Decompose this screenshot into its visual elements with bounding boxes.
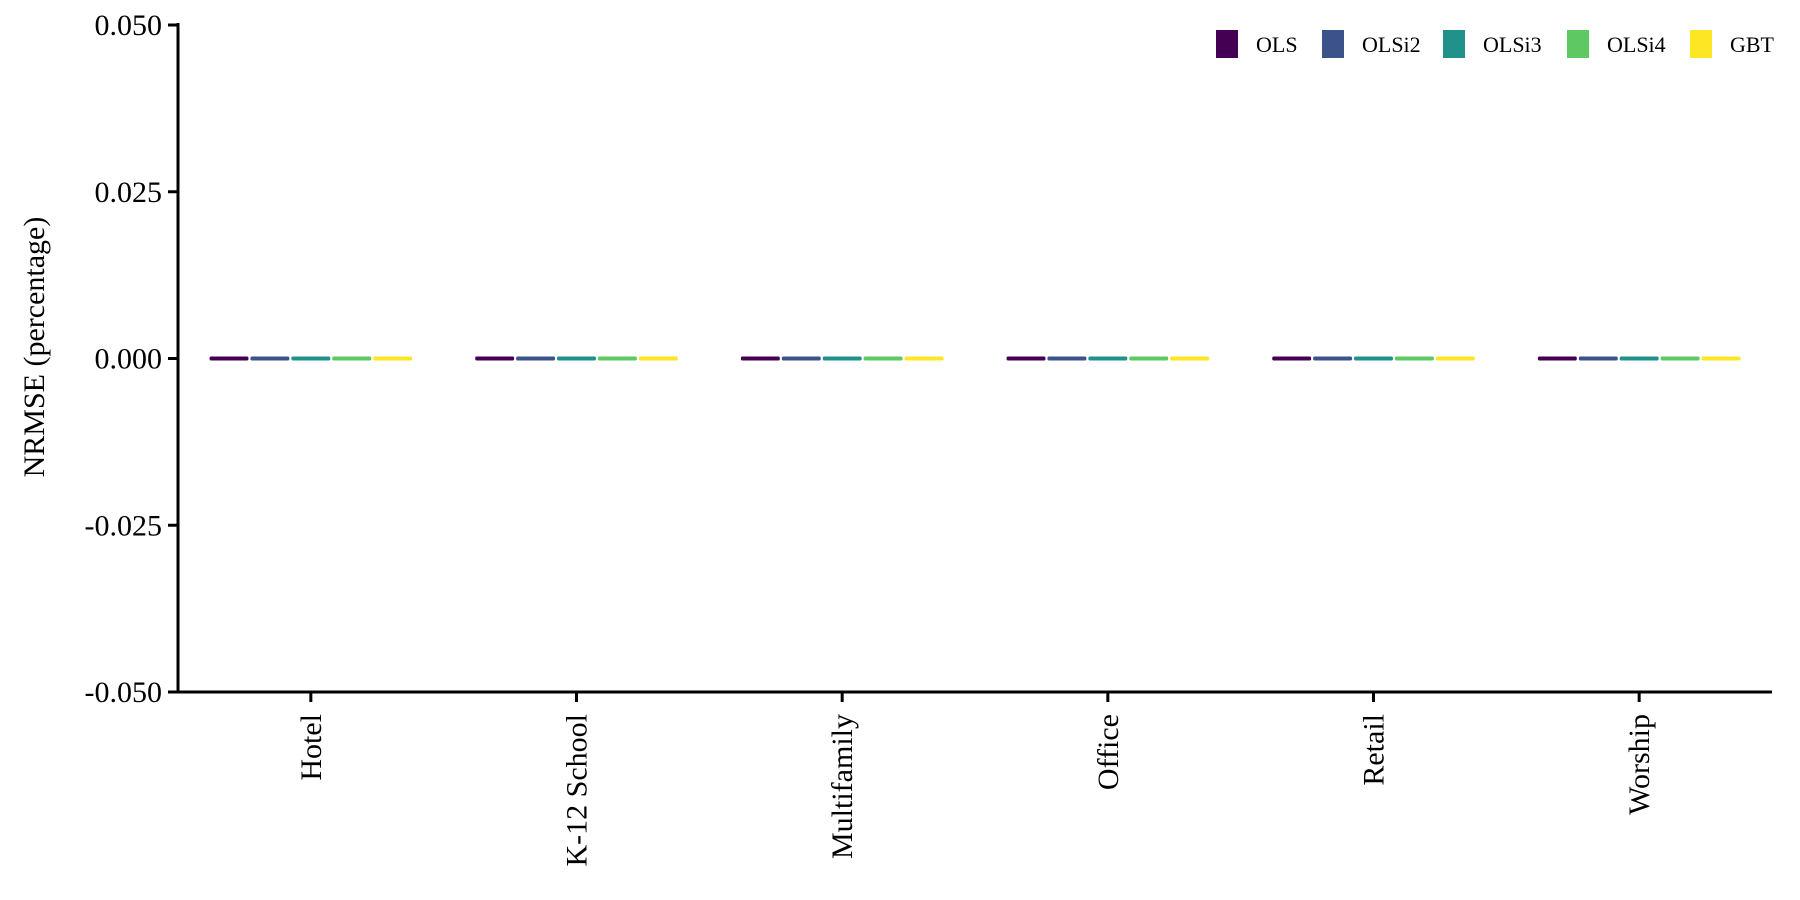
x-tick-label: Hotel xyxy=(295,714,328,781)
bar xyxy=(740,356,780,361)
bar xyxy=(863,356,903,361)
bar xyxy=(1047,356,1087,361)
legend-swatch xyxy=(1322,30,1344,58)
bar xyxy=(1272,356,1312,361)
x-tick-label: Multifamily xyxy=(826,714,859,859)
bar xyxy=(1701,356,1741,361)
bar xyxy=(1619,356,1659,361)
x-tick-label: Retail xyxy=(1358,714,1391,786)
x-tick-label: Worship xyxy=(1623,714,1656,815)
x-tick-label: Office xyxy=(1092,714,1125,790)
legend-label: OLSi4 xyxy=(1607,32,1666,57)
bar xyxy=(557,356,596,361)
legend: OLS OLSi2 OLSi3 OLSi4 GBT xyxy=(1216,30,1775,58)
bar xyxy=(781,356,821,361)
bar xyxy=(638,356,678,361)
y-tick-label: 0.050 xyxy=(95,9,163,42)
bar xyxy=(1313,356,1353,361)
legend-label: OLS xyxy=(1256,32,1298,57)
bar xyxy=(1578,356,1618,361)
bar xyxy=(904,356,944,361)
axes xyxy=(176,23,1772,694)
bar xyxy=(1170,356,1210,361)
x-tick-label: K-12 School xyxy=(561,714,594,867)
bar xyxy=(516,356,556,361)
y-tick-label: -0.025 xyxy=(85,509,163,542)
bar xyxy=(250,356,290,361)
legend-label: GBT xyxy=(1730,32,1775,57)
bar xyxy=(822,356,862,361)
y-axis-title: NRMSE (percentage) xyxy=(18,217,51,478)
legend-swatch xyxy=(1690,30,1712,58)
legend-swatch xyxy=(1443,30,1465,58)
legend-label: OLSi2 xyxy=(1362,32,1421,57)
bar xyxy=(332,356,372,361)
bar xyxy=(209,356,249,361)
bar xyxy=(475,356,515,361)
bar xyxy=(1537,356,1577,361)
bar xyxy=(1354,356,1393,361)
y-tick-label: 0.025 xyxy=(95,176,163,209)
legend-swatch xyxy=(1567,30,1589,58)
bar xyxy=(1088,356,1128,361)
bar xyxy=(291,356,331,361)
bar xyxy=(1435,356,1475,361)
bars xyxy=(209,356,1741,361)
y-tick-label: -0.050 xyxy=(85,676,163,709)
y-tick-label: 0.000 xyxy=(95,343,163,376)
legend-label: OLSi3 xyxy=(1483,32,1542,57)
bar xyxy=(1660,356,1700,361)
legend-swatch xyxy=(1216,30,1238,58)
bar xyxy=(373,356,413,361)
ticks: -0.050 -0.025 0.000 0.025 0.050 Hotel K-12 Sch… xyxy=(85,9,1657,867)
bar xyxy=(1129,356,1169,361)
bar xyxy=(1394,356,1434,361)
bar xyxy=(597,356,637,361)
bar xyxy=(1006,356,1046,361)
